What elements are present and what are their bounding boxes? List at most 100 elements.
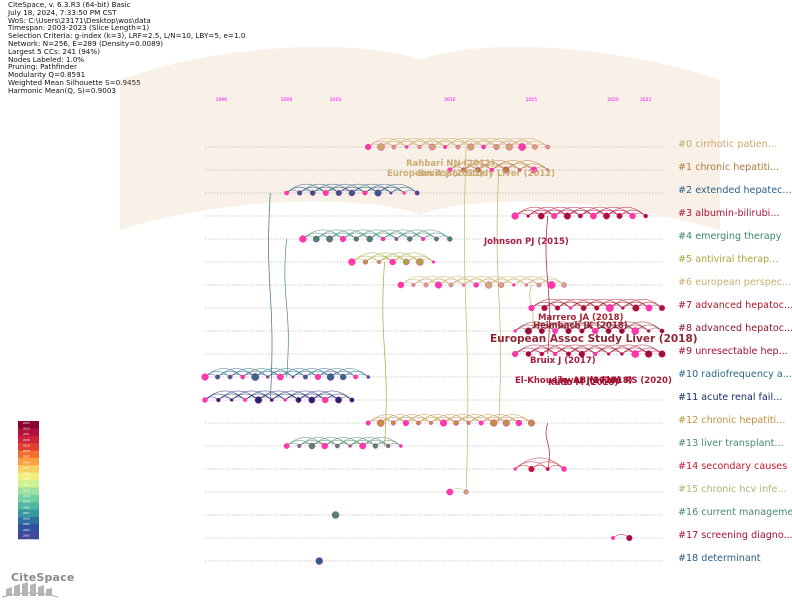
reference-nodes[interactable] — [201, 143, 666, 565]
reference-node[interactable] — [603, 212, 610, 220]
reference-node[interactable] — [461, 167, 467, 173]
reference-node[interactable] — [303, 374, 308, 380]
reference-node[interactable] — [363, 259, 368, 265]
reference-node[interactable] — [321, 442, 328, 450]
reference-node[interactable] — [561, 282, 567, 288]
reference-node[interactable] — [431, 260, 436, 264]
reference-node[interactable] — [399, 444, 403, 448]
reference-node[interactable] — [339, 373, 347, 381]
reference-node[interactable] — [505, 143, 513, 151]
reference-node[interactable] — [284, 190, 289, 196]
cluster-labels[interactable]: #0 cirrhotic patien... #1 chronic hepatit… — [678, 139, 792, 564]
reference-node[interactable] — [348, 189, 356, 197]
reference-node[interactable] — [577, 213, 583, 219]
reference-node[interactable] — [552, 328, 559, 334]
reference-node[interactable] — [605, 304, 614, 312]
reference-node[interactable] — [366, 375, 371, 379]
cluster-label[interactable]: #11 acute renal fail... — [678, 392, 782, 403]
reference-node[interactable] — [554, 305, 561, 311]
reference-node[interactable] — [478, 420, 484, 426]
reference-node[interactable] — [377, 260, 382, 264]
reference-node[interactable] — [243, 398, 247, 402]
reference-node[interactable] — [251, 373, 260, 381]
reference-node[interactable] — [202, 397, 208, 403]
reference-node[interactable] — [397, 281, 405, 289]
reference-node[interactable] — [546, 168, 550, 172]
reference-node[interactable] — [403, 258, 410, 266]
reference-node[interactable] — [580, 305, 587, 311]
reference-node[interactable] — [326, 373, 335, 381]
reference-node[interactable] — [362, 190, 368, 196]
reference-node[interactable] — [659, 328, 665, 334]
reference-node[interactable] — [485, 281, 493, 289]
reference-node[interactable] — [309, 190, 316, 196]
reference-node[interactable] — [517, 168, 522, 172]
cluster-label[interactable]: #17 screening diagno... — [678, 530, 792, 541]
reference-node[interactable] — [489, 167, 494, 173]
reference-node[interactable] — [527, 419, 535, 427]
reference-node[interactable] — [331, 511, 340, 519]
reference-node[interactable] — [440, 419, 448, 427]
reference-node[interactable] — [291, 375, 295, 379]
reference-node[interactable] — [353, 374, 358, 380]
reference-node[interactable] — [365, 143, 372, 151]
cluster-label[interactable]: #18 determinant — [678, 553, 761, 564]
reference-node[interactable] — [227, 374, 233, 380]
reference-node[interactable] — [308, 396, 316, 404]
reference-node[interactable] — [348, 444, 352, 448]
reference-node[interactable] — [621, 306, 625, 310]
reference-node[interactable] — [414, 190, 420, 196]
reference-node[interactable] — [545, 467, 550, 471]
reference-node[interactable] — [616, 213, 623, 219]
reference-node[interactable] — [579, 328, 585, 334]
cluster-label[interactable]: #15 chronic hcv infe... — [678, 484, 787, 495]
reference-node[interactable] — [421, 236, 426, 242]
reference-node[interactable] — [536, 282, 542, 288]
reference-node[interactable] — [315, 557, 323, 565]
cluster-label[interactable]: #9 unresectable hep... — [678, 346, 788, 357]
reference-node[interactable] — [447, 236, 453, 242]
reference-node[interactable] — [389, 258, 396, 266]
reference-node[interactable] — [266, 375, 270, 379]
reference-node[interactable] — [541, 304, 548, 312]
reference-node[interactable] — [538, 328, 545, 334]
reference-node[interactable] — [435, 281, 443, 289]
cluster-label[interactable]: #7 advanced hepatoc... — [678, 300, 792, 311]
reference-node[interactable] — [532, 144, 538, 150]
reference-node[interactable] — [297, 190, 303, 196]
reference-node[interactable] — [590, 212, 597, 220]
reference-node[interactable] — [524, 327, 533, 335]
reference-node[interactable] — [374, 189, 382, 197]
reference-node[interactable] — [658, 350, 666, 358]
reference-node[interactable] — [386, 443, 391, 449]
reference-node[interactable] — [539, 351, 544, 357]
cluster-label[interactable]: #12 chronic hepatiti... — [678, 415, 785, 426]
reference-node[interactable] — [335, 189, 342, 197]
reference-node[interactable] — [606, 352, 611, 356]
reference-node[interactable] — [626, 534, 633, 542]
reference-node[interactable] — [295, 397, 302, 403]
reference-node[interactable] — [467, 143, 475, 151]
reference-node[interactable] — [283, 398, 287, 402]
reference-node[interactable] — [561, 466, 567, 472]
reference-node[interactable] — [537, 212, 545, 220]
reference-node[interactable] — [283, 443, 290, 449]
reference-node[interactable] — [530, 166, 538, 174]
cluster-label[interactable]: #1 chronic hepatiti... — [678, 162, 779, 173]
reference-node[interactable] — [493, 144, 500, 150]
reference-node[interactable] — [446, 488, 454, 496]
reference-node[interactable] — [644, 350, 653, 358]
reference-node[interactable] — [308, 442, 316, 450]
reference-node[interactable] — [502, 419, 510, 427]
reference-node[interactable] — [348, 258, 356, 266]
reference-node[interactable] — [515, 419, 523, 427]
reference-node[interactable] — [335, 443, 340, 449]
reference-node[interactable] — [473, 282, 479, 288]
reference-node[interactable] — [658, 304, 666, 312]
reference-node[interactable] — [372, 443, 379, 449]
reference-node[interactable] — [463, 489, 469, 495]
reference-node[interactable] — [474, 167, 481, 173]
reference-node[interactable] — [525, 351, 532, 357]
cluster-label[interactable]: #3 albumin-bilirubi... — [678, 208, 779, 219]
reference-node[interactable] — [402, 191, 406, 195]
